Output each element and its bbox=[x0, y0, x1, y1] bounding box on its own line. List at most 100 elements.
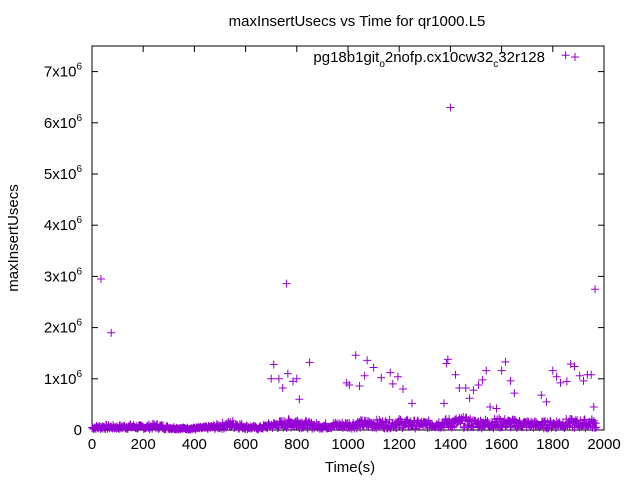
data-point bbox=[399, 385, 408, 394]
data-point bbox=[274, 374, 283, 383]
data-point bbox=[505, 416, 514, 425]
data-point bbox=[498, 418, 507, 427]
data-point bbox=[377, 373, 386, 382]
data-point bbox=[446, 103, 455, 112]
data-point bbox=[467, 422, 476, 431]
data-point bbox=[537, 391, 546, 400]
data-point bbox=[565, 421, 574, 430]
data-point bbox=[501, 357, 510, 366]
data-point bbox=[474, 380, 483, 389]
data-point bbox=[506, 376, 515, 385]
data-point bbox=[369, 363, 378, 372]
legend-label-part: pg18b1git bbox=[313, 49, 380, 66]
data-point bbox=[589, 402, 598, 411]
data-point bbox=[492, 404, 501, 413]
x-tick-label: 1200 bbox=[383, 436, 416, 453]
data-point bbox=[568, 423, 577, 432]
plot-border bbox=[91, 45, 605, 431]
data-point bbox=[282, 279, 291, 288]
data-point bbox=[107, 328, 116, 337]
data-point bbox=[461, 384, 470, 393]
y-tick-label: 2x106 bbox=[44, 318, 83, 337]
data-point bbox=[295, 395, 304, 404]
data-point bbox=[548, 366, 557, 375]
y-tick-label: 0 bbox=[74, 422, 82, 439]
data-point bbox=[448, 422, 457, 431]
data-point bbox=[552, 424, 560, 433]
data-point bbox=[284, 415, 293, 424]
data-point bbox=[542, 397, 551, 406]
data-point bbox=[267, 374, 276, 383]
legend-label-part: 32r128 bbox=[498, 49, 545, 66]
data-point bbox=[469, 386, 478, 395]
data-point bbox=[381, 417, 390, 426]
y-tick-label: 3x106 bbox=[44, 266, 83, 285]
data-point bbox=[497, 366, 506, 375]
data-point bbox=[363, 356, 372, 365]
data-point bbox=[591, 285, 600, 294]
data-point bbox=[352, 424, 361, 433]
data-point bbox=[360, 371, 369, 380]
data-point bbox=[278, 384, 287, 393]
data-point bbox=[539, 417, 548, 426]
data-point bbox=[572, 417, 581, 426]
data-point bbox=[305, 358, 314, 367]
data-point bbox=[580, 415, 589, 424]
x-tick-label: 2000 bbox=[587, 436, 620, 453]
data-point bbox=[288, 422, 297, 431]
data-point bbox=[456, 419, 465, 428]
y-tick-label: 5x106 bbox=[44, 164, 83, 183]
legend-label-part: 2nofp.cx10cw32 bbox=[385, 49, 493, 66]
data-point bbox=[359, 421, 368, 430]
data-point bbox=[493, 422, 502, 431]
data-point bbox=[587, 370, 596, 379]
data-point bbox=[465, 394, 474, 403]
x-tick-label: 400 bbox=[182, 436, 207, 453]
data-point bbox=[486, 402, 495, 411]
data-point bbox=[511, 416, 520, 425]
data-point bbox=[355, 381, 364, 390]
data-point bbox=[96, 274, 105, 283]
y-tick-label: 1x106 bbox=[44, 369, 83, 388]
data-point bbox=[591, 424, 600, 433]
y-axis-label: maxInsertUsecs bbox=[5, 184, 22, 292]
data-point bbox=[478, 375, 487, 384]
x-tick-label: 1800 bbox=[536, 436, 569, 453]
y-tick-label: 6x106 bbox=[44, 113, 83, 132]
data-point bbox=[283, 369, 292, 378]
y-axis: 0 1x106 2x106 3x106 4x106 5x106 6x106 7x106 bbox=[44, 62, 604, 439]
x-tick-label: 600 bbox=[233, 436, 258, 453]
data-point bbox=[552, 372, 561, 381]
data-point bbox=[345, 380, 354, 389]
x-tick-label: 200 bbox=[131, 436, 156, 453]
data-point bbox=[321, 419, 330, 428]
data-point bbox=[391, 423, 400, 432]
data-point bbox=[500, 415, 509, 424]
data-point bbox=[556, 378, 565, 387]
data-point bbox=[592, 423, 601, 432]
data-point bbox=[506, 423, 515, 432]
legend: pg18b1gito2nofp.cx10cw32c32r128 bbox=[313, 49, 579, 70]
legend-label: pg18b1gito2nofp.cx10cw32c32r128 bbox=[313, 49, 545, 70]
chart-title: maxInsertUsecs vs Time for qr1000.L5 bbox=[229, 13, 486, 30]
data-point bbox=[466, 414, 475, 423]
data-point bbox=[443, 355, 452, 364]
data-point bbox=[591, 419, 600, 428]
y-tick-label: 7x106 bbox=[44, 62, 83, 81]
data-point bbox=[481, 415, 490, 424]
x-tick-label: 800 bbox=[284, 436, 309, 453]
x-tick-label: 0 bbox=[88, 436, 96, 453]
data-point bbox=[579, 376, 588, 385]
data-point bbox=[342, 423, 351, 432]
data-point bbox=[495, 414, 504, 423]
data-point bbox=[351, 351, 360, 360]
data-point bbox=[370, 423, 379, 432]
data-point bbox=[442, 359, 451, 368]
legend-marker-symbol bbox=[571, 53, 579, 61]
data-point bbox=[269, 360, 278, 369]
x-tick-label: 1400 bbox=[434, 436, 467, 453]
data-point bbox=[386, 368, 395, 377]
data-point bbox=[510, 389, 519, 398]
data-point bbox=[393, 372, 402, 381]
